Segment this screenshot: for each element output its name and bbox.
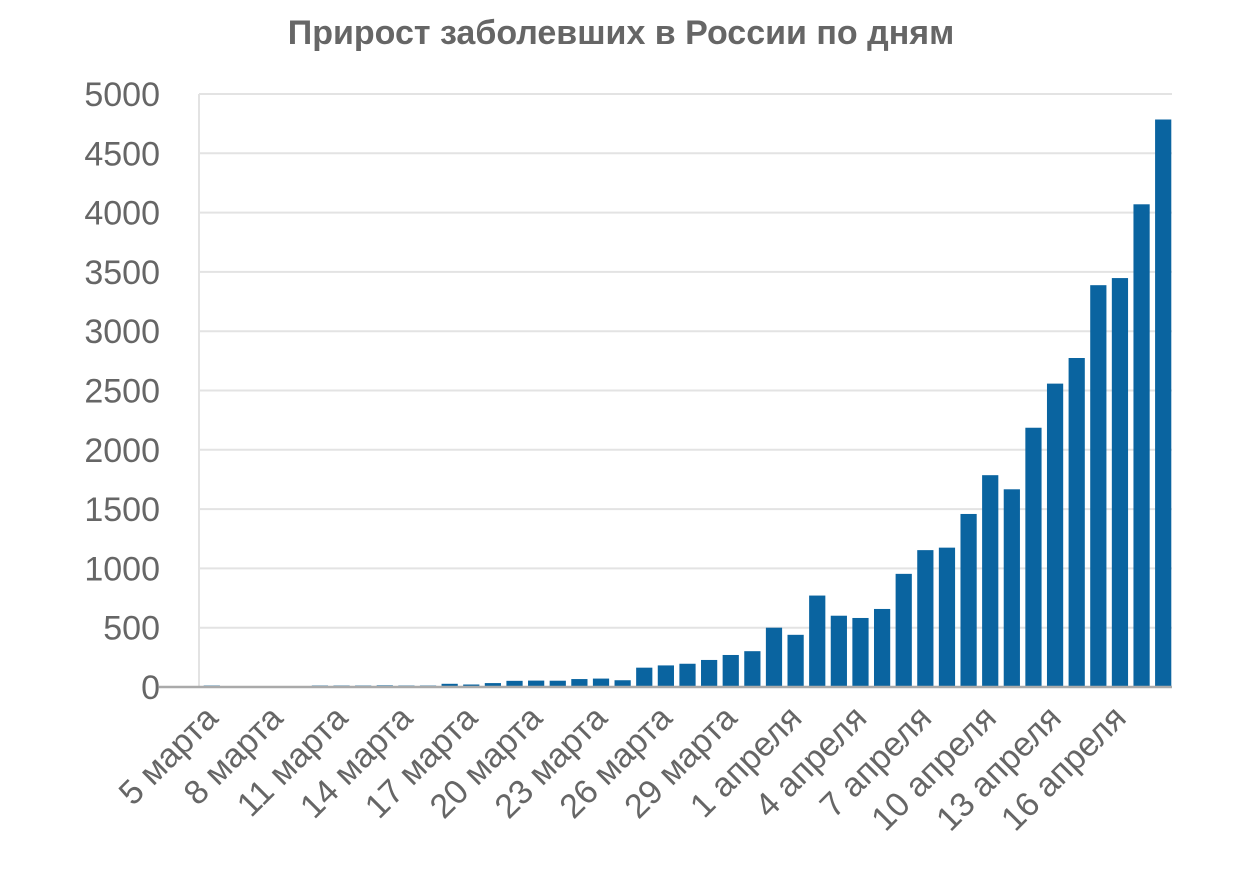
bar [938,547,956,687]
bar [701,659,718,687]
bar [917,550,934,687]
bar [895,573,912,687]
bar [873,608,891,687]
bar [1068,358,1085,687]
bar [722,654,739,687]
bar [830,615,847,687]
bar [679,663,696,687]
bar [1090,285,1107,687]
bar [506,680,523,687]
bar [1133,204,1150,687]
bar [1025,427,1042,687]
bar [852,617,869,687]
y-tick-label: 3000 [84,313,160,351]
y-tick-label: 500 [103,610,160,648]
bar [960,513,977,687]
axes [159,94,1172,689]
y-tick-label: 2000 [84,432,160,470]
y-tick-label: 1000 [84,550,160,588]
bar [549,680,566,687]
bar [1111,278,1129,687]
gridlines [199,93,1172,629]
bar [592,678,610,687]
bar [528,680,545,687]
bar [571,679,588,687]
y-tick-label: 4500 [84,135,160,173]
bar [765,627,783,687]
y-tick-label: 5000 [84,76,160,114]
bar [1003,489,1020,687]
bar [484,683,502,687]
y-axis-ticks: 0 500 1000 1500 2000 2500 3000 3500 4000 4500 5000 [84,76,160,707]
y-tick-label: 3500 [84,254,160,292]
bar [657,665,674,687]
y-tick-label: 4000 [84,195,160,233]
bar [636,667,653,687]
bar [982,475,999,687]
bar [744,651,761,687]
y-tick-label: 1500 [84,491,160,529]
bar [1155,119,1172,687]
chart-title: Прирост заболевших в России по дням [287,14,955,52]
y-tick-label: 0 [141,669,160,707]
bar [809,595,826,687]
bar [441,683,458,687]
y-tick-label: 2500 [84,373,160,411]
bars [203,119,1172,687]
bar [1046,383,1064,687]
bar [787,634,804,687]
bar [614,680,631,687]
